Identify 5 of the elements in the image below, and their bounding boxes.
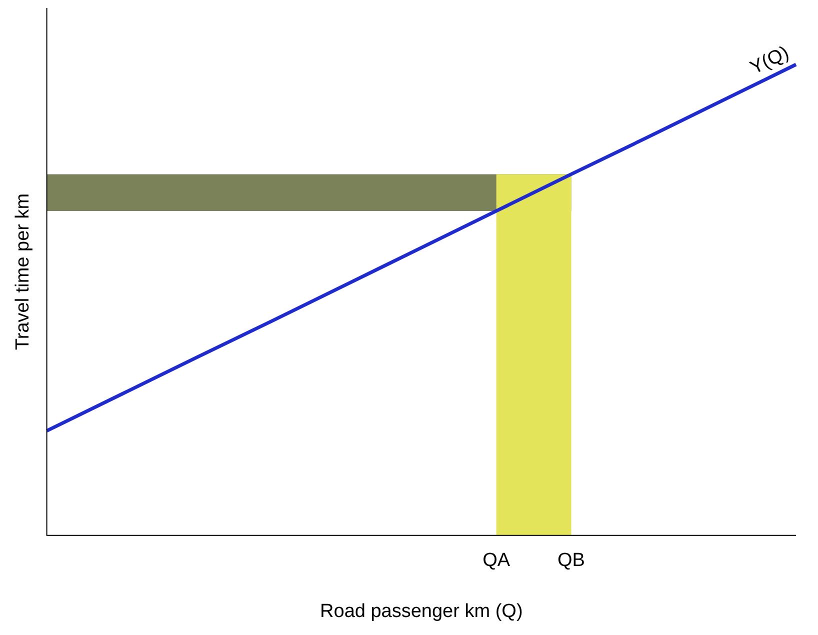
x-axis-title: Road passenger km (Q) bbox=[320, 600, 523, 622]
x-tick-label: QB bbox=[558, 550, 585, 572]
y-axis-title: Travel time per km bbox=[12, 193, 34, 350]
x-tick-label: QA bbox=[482, 550, 510, 572]
text: Y(Q) bbox=[747, 42, 792, 79]
